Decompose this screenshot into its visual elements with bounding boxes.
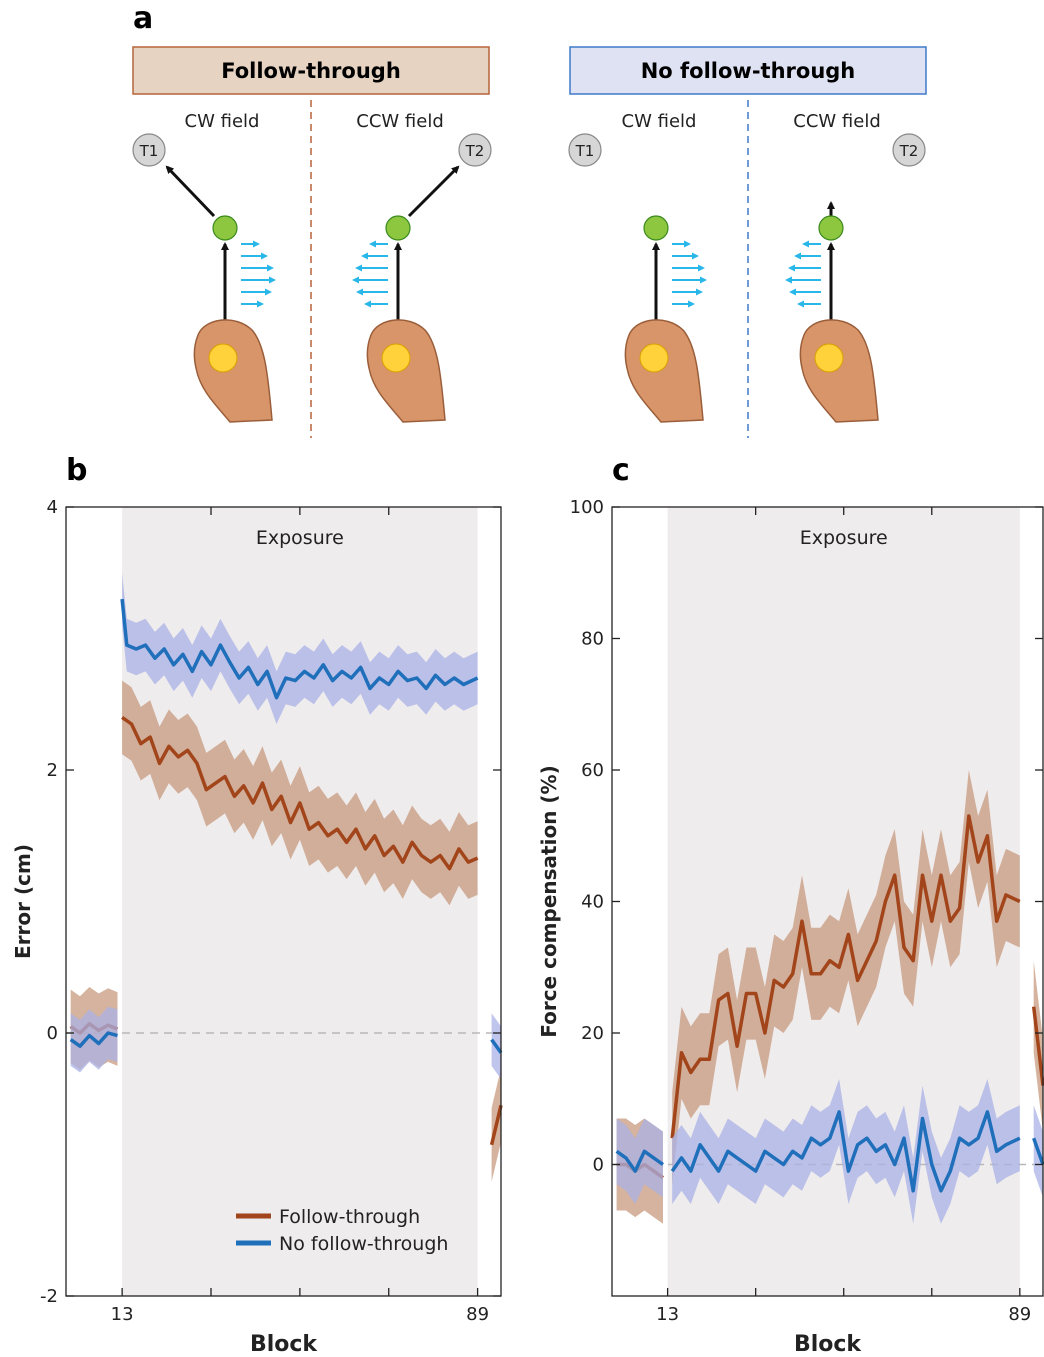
- ccw-force-field-icon-2: [785, 240, 821, 308]
- y-tick-label-3: 60: [581, 760, 604, 781]
- ccw-field-label-2: CCW field: [793, 111, 881, 132]
- legend: Follow-through No follow-through: [236, 1206, 448, 1255]
- x-tick-label-1: 89: [466, 1304, 489, 1325]
- panel-c-label: c: [612, 453, 630, 488]
- x-axis-label: Block: [250, 1332, 318, 1357]
- hand-icon-1: [193, 319, 273, 423]
- series-line-no-follow-through-2: [1032, 1137, 1044, 1166]
- no-follow-through-title: No follow-through: [641, 59, 856, 83]
- exposure-label: Exposure: [800, 527, 888, 549]
- x-axis-label: Block: [794, 1332, 862, 1357]
- y-tick-label-3: 4: [47, 497, 58, 518]
- follow-through-header-box: [132, 46, 490, 95]
- exposure-label: Exposure: [256, 527, 344, 549]
- panel-b-label: b: [66, 453, 87, 488]
- cw-force-field-icon-2: [672, 240, 707, 308]
- series-line-no-follow-through-1: [120, 598, 479, 700]
- legend-label-follow-through: Follow-through: [279, 1206, 420, 1228]
- follow-through-arrow-t2: [407, 165, 460, 218]
- exposure-region: [122, 507, 478, 1296]
- svg-text:T2: T2: [465, 142, 485, 160]
- legend-label-no-follow-through: No follow-through: [279, 1233, 448, 1255]
- y-tick-label-5: 100: [570, 497, 604, 518]
- target-t1-nofollow: T1: [568, 133, 602, 167]
- series-line-no-follow-through-2: [490, 1038, 503, 1054]
- svg-text:T1: T1: [139, 142, 159, 160]
- band-follow-through-1: [672, 770, 1020, 1185]
- target-t2-follow: T2: [458, 133, 492, 167]
- follow-through-arrow-t1: [165, 165, 216, 218]
- error-chart: Exposure -2 0 2 4 13 89 Block Error (cm): [11, 497, 503, 1357]
- ccw-field-label-1: CCW field: [356, 111, 444, 132]
- svg-text:T2: T2: [899, 142, 919, 160]
- series-line-follow-through-2: [489, 1104, 503, 1146]
- ccw-force-field-icon-1: [352, 240, 388, 308]
- series-line-follow-through-2: [1031, 1006, 1044, 1086]
- hand-icon-2: [366, 319, 446, 423]
- hand-icon-4: [799, 319, 879, 423]
- via-point-1: [212, 215, 238, 241]
- x-tick-label-0: 13: [111, 1304, 134, 1325]
- target-t1-follow: T1: [132, 133, 166, 167]
- series-line-follow-through-1: [670, 814, 1021, 1139]
- series-line-follow-through-1: [121, 715, 479, 871]
- series-line-no-follow-through-0: [69, 1031, 118, 1048]
- force-compensation-chart: Exposure 0 20 40 60 80 100 13 89 Block Force compe…: [537, 497, 1044, 1357]
- via-point-2: [385, 215, 411, 241]
- via-point-4: [818, 215, 844, 241]
- y-tick-label-0: 0: [593, 1155, 604, 1176]
- y-axis-label: Force compensation (%): [537, 765, 561, 1037]
- via-point-3: [643, 215, 669, 241]
- no-follow-through-header-box: [569, 46, 927, 95]
- y-tick-label-4: 80: [581, 629, 604, 650]
- y-tick-label-1: 20: [581, 1023, 604, 1044]
- svg-text:T1: T1: [575, 142, 595, 160]
- panel-a-label: a: [133, 1, 153, 36]
- y-tick-label-2: 2: [47, 760, 58, 781]
- series-line-no-follow-through-0: [615, 1149, 665, 1173]
- series-line-no-follow-through-1: [670, 1110, 1021, 1193]
- y-axis-label: Error (cm): [11, 844, 35, 959]
- hand-icon-3: [624, 319, 704, 423]
- cw-field-label-2: CW field: [622, 111, 697, 132]
- cw-force-field-icon-1: [241, 240, 276, 308]
- y-tick-label-1: 0: [47, 1023, 58, 1044]
- y-tick-label-2: 40: [581, 892, 604, 913]
- cw-field-label-1: CW field: [185, 111, 260, 132]
- axes-frame: [65, 506, 502, 1297]
- y-tick-label-0: -2: [40, 1286, 58, 1307]
- target-t2-nofollow: T2: [892, 133, 926, 167]
- x-tick-label-1: 89: [1008, 1304, 1031, 1325]
- follow-through-title: Follow-through: [221, 59, 401, 83]
- x-tick-label-0: 13: [656, 1304, 679, 1325]
